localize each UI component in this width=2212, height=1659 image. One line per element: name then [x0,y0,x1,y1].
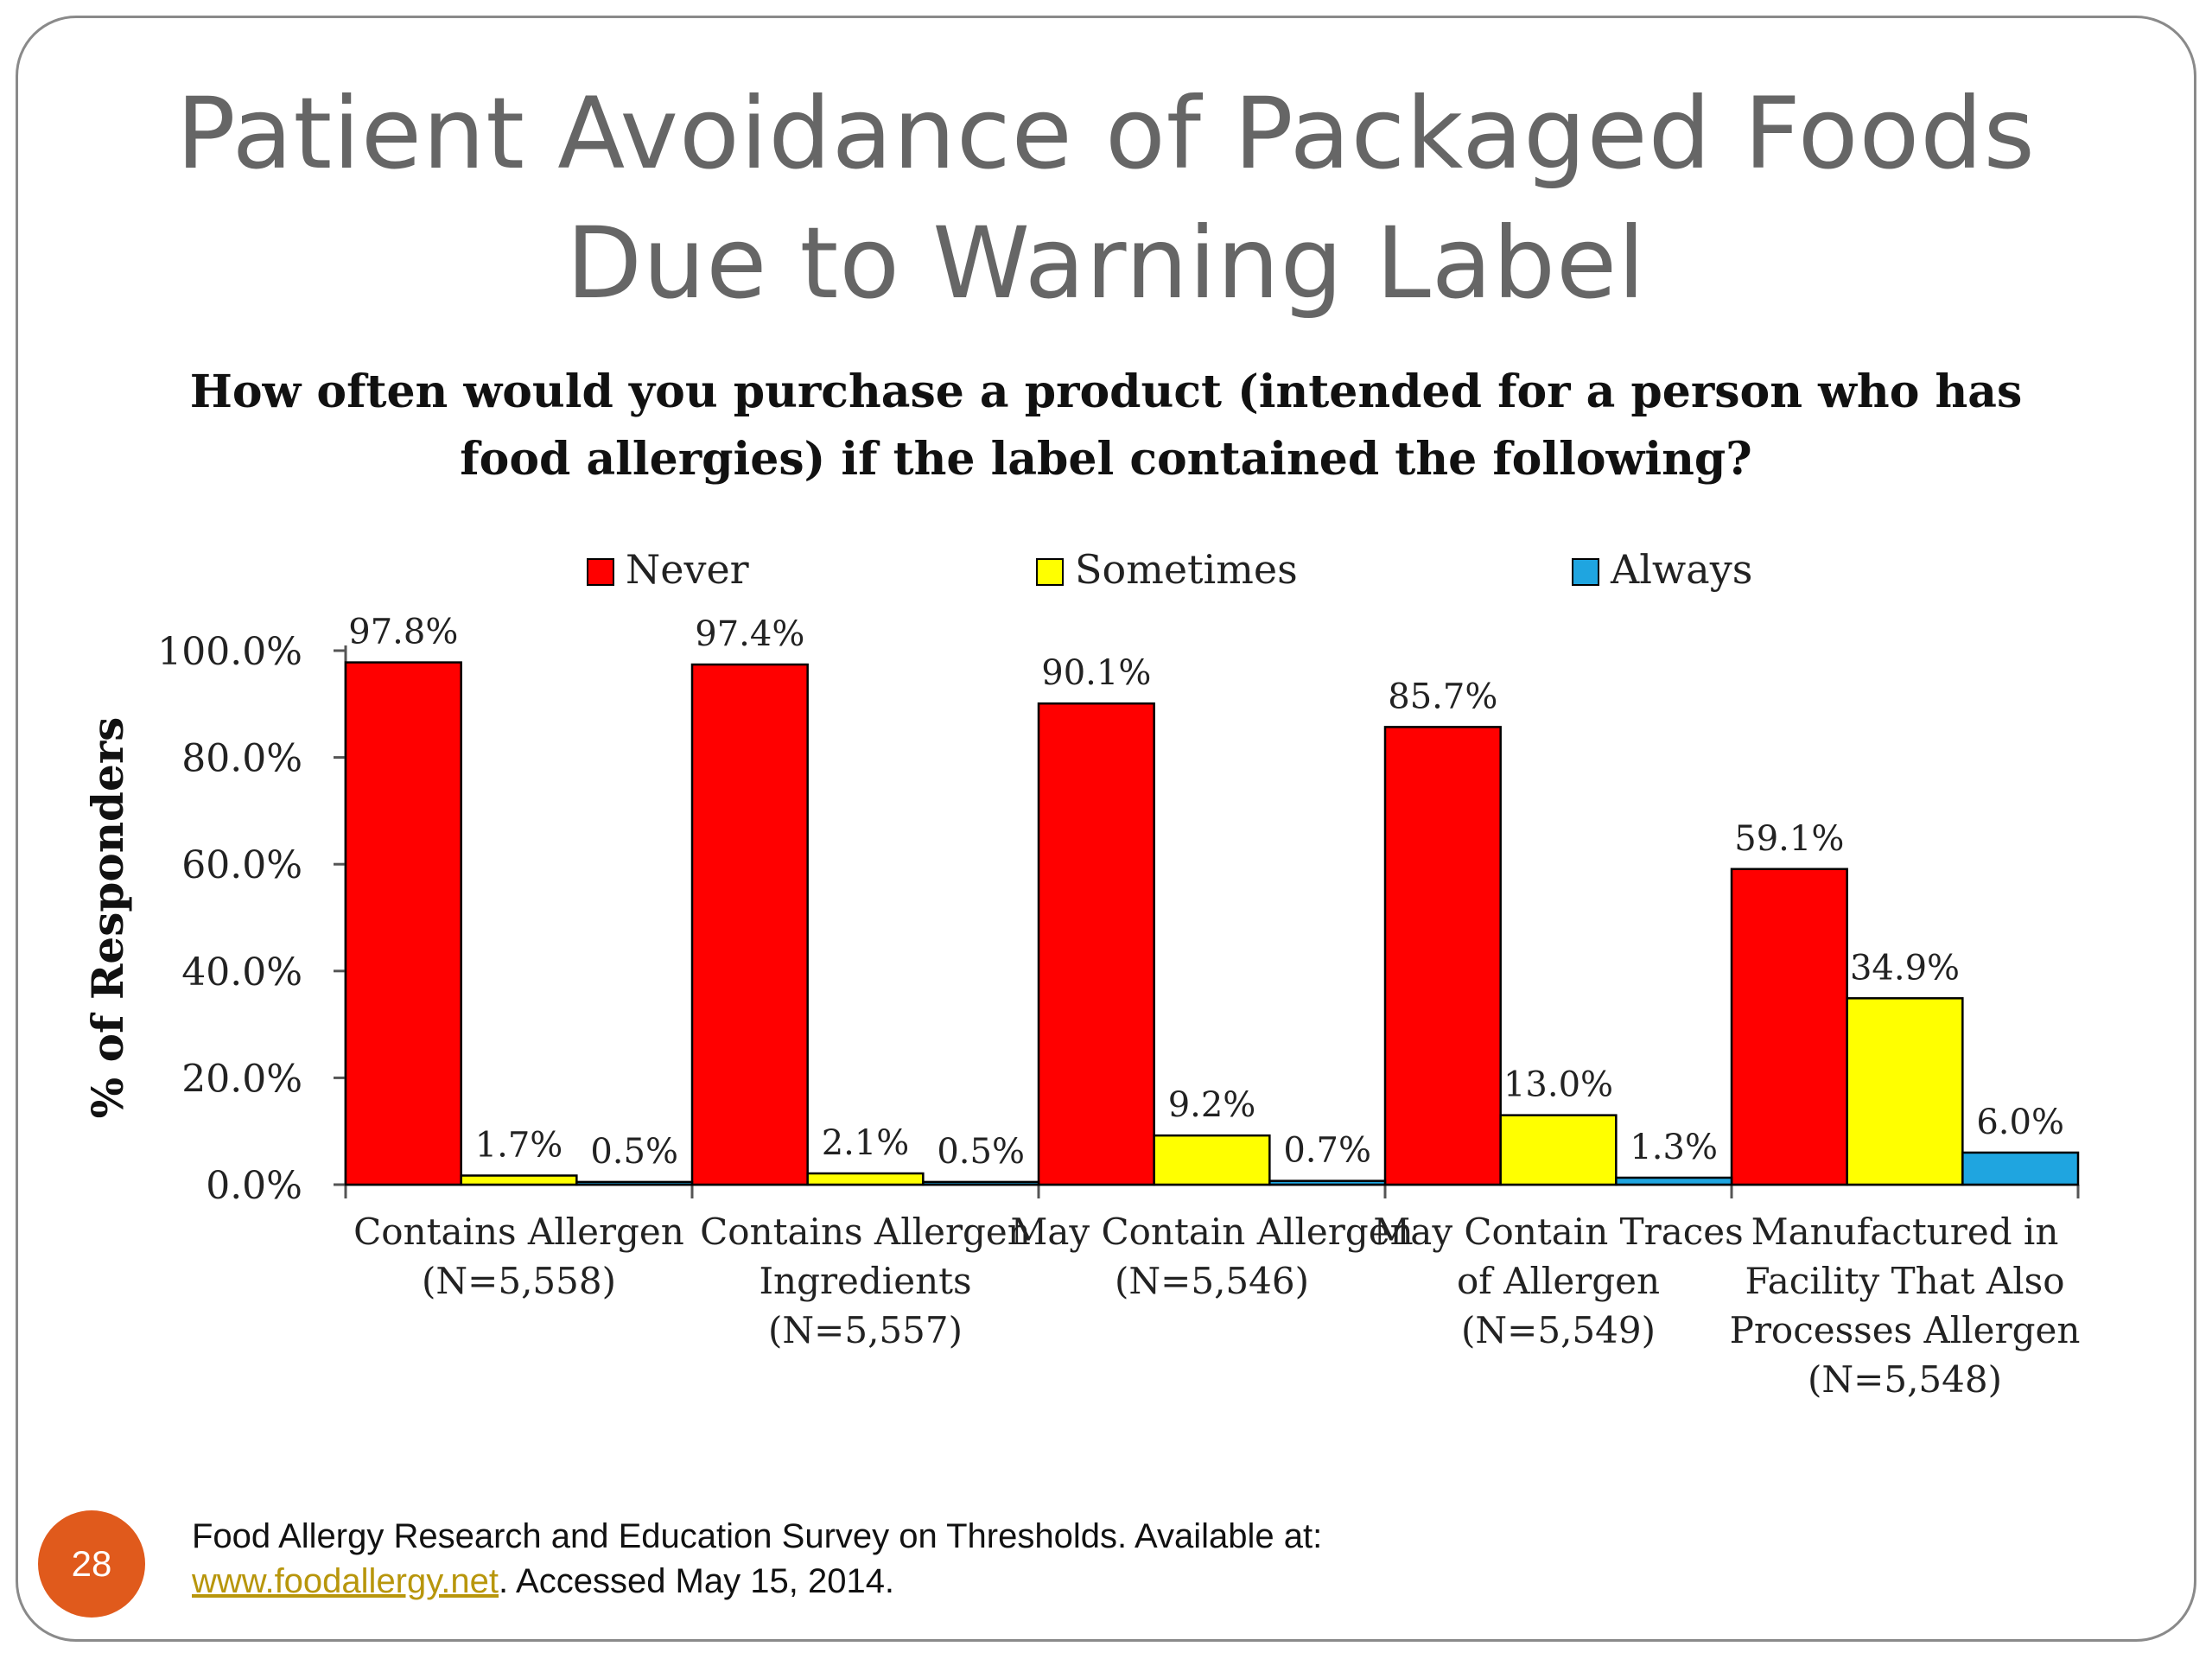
x-category-label: Ingredients [759,1260,971,1302]
survey-question: How often would you purchase a product (… [189,365,2023,486]
slide-title-line-1: Patient Avoidance of Packaged Foods [176,76,2036,191]
data-label: 1.7% [475,1125,563,1165]
bar-sometimes [806,1172,925,1186]
bar-never [1730,868,1848,1186]
bar-never [690,663,809,1186]
y-tick-label: 40.0% [181,950,302,995]
source-suffix: . Accessed May 15, 2014. [499,1562,895,1600]
data-label: 59.1% [1734,819,1844,859]
data-label: 13.0% [1503,1065,1613,1105]
y-tick-label: 20.0% [181,1057,302,1101]
x-category-label: May Contain Traces [1373,1211,1743,1253]
x-category-label: (N=5,549) [1461,1309,1656,1351]
data-label: 34.9% [1850,948,1960,988]
x-category-label: (N=5,557) [768,1309,963,1351]
source-prefix: Food Allergy Research and Education Surv… [192,1517,1323,1555]
bar-always [1268,1179,1387,1186]
bar-sometimes [460,1174,578,1186]
x-category-label: Facility That Also [1745,1260,2064,1302]
bar-always [922,1180,1040,1186]
slide-title-line-2: Due to Warning Label [566,206,1646,321]
x-category-label: of Allergen [1457,1260,1660,1302]
data-label: 97.4% [695,614,804,654]
legend-swatch-sometimes [1036,558,1064,586]
data-label: 0.7% [1283,1131,1371,1171]
legend-label-never: Never [626,546,749,593]
data-label: 97.8% [348,613,458,652]
x-category-label: Contains Allergen [700,1211,1031,1253]
data-label: 85.7% [1388,677,1497,716]
y-tick-label: 0.0% [206,1164,302,1208]
source-citation: Food Allergy Research and Education Surv… [192,1514,1488,1604]
source-link[interactable]: www.foodallergy.net [192,1562,499,1600]
data-label: 90.1% [1041,653,1151,693]
data-label: 2.1% [822,1123,910,1163]
bar-sometimes [1153,1134,1271,1186]
bar-never [1383,726,1502,1186]
data-label: 0.5% [590,1132,678,1172]
y-axis-label: % of Responders [82,717,133,1119]
x-category-label: May Contain Allergen [1010,1211,1413,1253]
y-tick-label: 100.0% [157,630,302,674]
data-label: 9.2% [1168,1085,1256,1125]
bar-always [1615,1176,1733,1186]
y-tick-label: 60.0% [181,843,302,887]
legend-swatch-never [587,558,614,586]
bar-never [344,661,462,1186]
legend-label-always: Always [1610,546,1752,593]
x-category-label: (N=5,546) [1115,1260,1309,1302]
x-category-label: Manufactured in [1751,1211,2059,1253]
data-label: 6.0% [1976,1103,2064,1142]
x-category-label: (N=5,548) [1808,1358,2002,1401]
legend-label-sometimes: Sometimes [1075,546,1298,593]
bar-always [1961,1151,2080,1186]
page-number-badge: 28 [38,1510,145,1618]
x-category-label: (N=5,558) [422,1260,616,1302]
bar-always [575,1180,694,1186]
data-label: 1.3% [1630,1128,1718,1167]
legend-swatch-always [1572,558,1599,586]
bar-never [1037,702,1155,1186]
bar-sometimes [1499,1114,1618,1186]
bar-sometimes [1846,997,1964,1186]
slide-title: Patient Avoidance of Packaged Foods Due … [0,69,2212,328]
y-tick-label: 80.0% [181,737,302,781]
x-category-label: Contains Allergen [353,1211,684,1253]
data-label: 0.5% [937,1132,1025,1172]
x-category-label: Processes Allergen [1730,1309,2081,1351]
